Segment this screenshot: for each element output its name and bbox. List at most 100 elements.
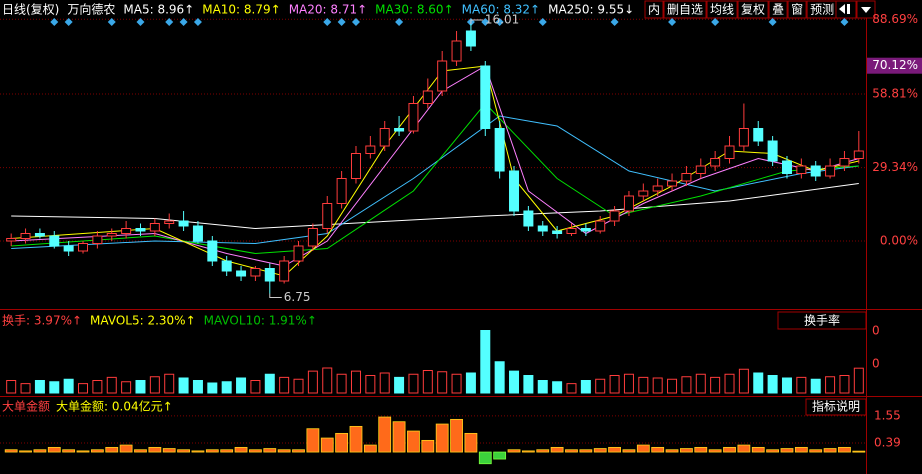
toolbar-label[interactable]: 叠 [772, 3, 784, 17]
big-order-bar [119, 444, 133, 453]
toolbar-button[interactable] [706, 0, 738, 19]
toolbar-button[interactable] [737, 0, 769, 19]
toolbar-button[interactable] [663, 0, 707, 19]
toolbar-label[interactable]: 内 [648, 3, 660, 17]
indicator: 日线(复权) [2, 3, 59, 17]
volume-bar [638, 376, 649, 394]
volume-axis-label: 0 [872, 357, 880, 371]
volume-bar [164, 373, 175, 394]
candle-body [566, 228, 577, 234]
candle-body [250, 268, 261, 277]
big-order-bar [478, 451, 492, 465]
button[interactable] [835, 0, 857, 19]
high-label: 16.01 [485, 13, 519, 27]
big-order-bar [320, 437, 334, 453]
big-order-bar [407, 430, 420, 453]
volume-bar [710, 376, 721, 394]
candle-body [149, 223, 160, 232]
candle-body [34, 233, 45, 237]
indicator: MA20: 8.71↑ [289, 3, 367, 17]
volume-bar [6, 380, 17, 394]
high-pointer [470, 19, 483, 24]
candle-body [164, 220, 175, 224]
signal [538, 18, 547, 26]
big-order-bar [177, 449, 190, 453]
big-order-bar [205, 449, 219, 453]
candle-body [681, 173, 692, 182]
volume-bar [537, 380, 548, 394]
signal [323, 18, 332, 26]
volume-bar [853, 367, 864, 394]
big-order-bar [105, 446, 119, 453]
volume-bar [781, 377, 792, 394]
big-order-button-label[interactable]: 指标说明 [812, 399, 860, 414]
big-order-bar [263, 448, 277, 453]
signal [193, 18, 202, 26]
signal [610, 18, 619, 26]
volume-bar [293, 378, 304, 394]
big-order-bar [363, 444, 377, 453]
big-order-indicator: 大单金额: 0.04亿元↑ [56, 399, 173, 414]
toolbar-button[interactable] [787, 0, 807, 19]
volume-button[interactable] [777, 311, 867, 330]
candle-body [6, 238, 17, 242]
volume-button-label[interactable]: 换手率 [804, 313, 840, 328]
big-order-bar [593, 448, 607, 453]
big-order-bar [838, 446, 851, 453]
volume-bar [724, 373, 735, 394]
candle-body [336, 178, 347, 204]
toolbar-label[interactable]: 预测 [810, 3, 834, 17]
volume-bar [480, 330, 491, 394]
big-order-bar [349, 425, 363, 453]
big-order-bar [306, 428, 320, 453]
toolbar-button[interactable] [644, 0, 664, 19]
big-order-bar [450, 418, 463, 453]
volume-bar [695, 373, 706, 394]
big-order-bar [723, 446, 736, 453]
big-order-bar [47, 446, 61, 453]
big-order-bar [737, 444, 751, 453]
ma-line [11, 115, 859, 249]
icon [839, 4, 850, 14]
candle-body [78, 243, 89, 252]
candle-body [552, 230, 563, 234]
big-order-bar [19, 450, 32, 453]
low-label: 6.75 [284, 290, 311, 304]
volume-bar [121, 381, 132, 394]
big-order-bar [550, 446, 564, 453]
volume-indicator: MAVOL5: 2.30%↑ [90, 314, 196, 328]
big-order-bar [809, 449, 823, 453]
toolbar-label[interactable]: 复权 [741, 3, 765, 17]
candle-body [465, 30, 476, 47]
big-order-bar [651, 446, 665, 453]
candle-body [480, 65, 491, 129]
toolbar-label[interactable]: 删自选 [667, 3, 703, 17]
toolbar-button[interactable] [768, 0, 788, 19]
signal [50, 18, 59, 26]
volume-bar [523, 375, 534, 394]
volume-bar [825, 376, 836, 394]
low-pointer [269, 293, 282, 298]
candle-body [652, 185, 663, 192]
volume-bar [408, 373, 419, 394]
volume-bar [451, 373, 462, 394]
big-order-button[interactable] [805, 398, 867, 416]
volume-bar [652, 377, 663, 394]
signal [107, 18, 116, 26]
toolbar-icons[interactable] [835, 0, 876, 19]
indicator: MA10: 8.79↑ [202, 3, 280, 17]
signal [495, 18, 504, 26]
volume-bar [192, 380, 203, 394]
volume-bar [221, 381, 232, 394]
volume-bar [422, 370, 433, 394]
volume-bar [738, 368, 749, 394]
volume-bar [34, 380, 45, 394]
candle-body [106, 233, 117, 237]
volume-bar [609, 375, 620, 394]
toolbar-label[interactable]: 窗 [791, 3, 803, 17]
y-tick-label: 0.39 [874, 435, 901, 449]
big-order-bar [220, 449, 234, 453]
volume-bar [336, 373, 347, 394]
toolbar-label[interactable]: 均线 [710, 3, 734, 17]
signal [179, 18, 188, 26]
